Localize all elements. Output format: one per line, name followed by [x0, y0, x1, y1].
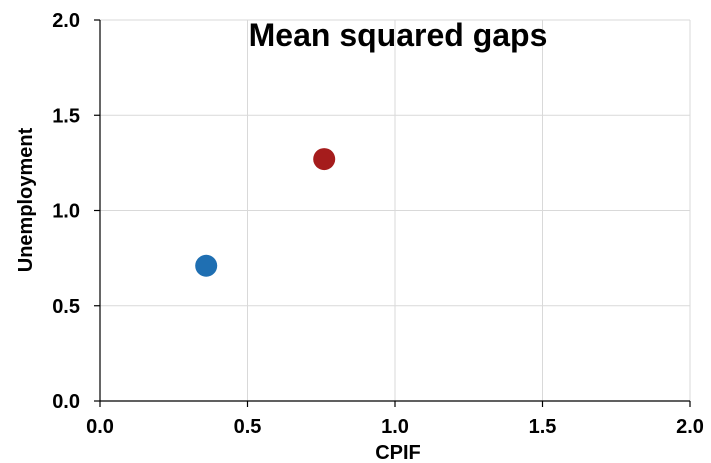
grid	[100, 19, 691, 401]
x-tick-label: 1.5	[529, 416, 557, 438]
x-tick-label: 2.0	[676, 416, 704, 438]
x-axis-label: CPIF	[375, 442, 421, 463]
x-tick-label: 0.0	[86, 416, 114, 438]
y-tick-label: 1.0	[52, 201, 80, 223]
x-tick-labels: 0.0 0.5 1.0 1.5 2.0	[86, 401, 704, 438]
y-tick-label: 0.5	[52, 296, 80, 318]
chart-title: Mean squared gaps	[249, 17, 548, 53]
y-tick-label: 0.0	[52, 391, 80, 413]
y-tick-labels: 0.0 0.5 1.0 1.5 2.0	[52, 10, 100, 413]
x-tick-label: 1.0	[381, 416, 409, 438]
y-axis-label: Unemployment	[15, 127, 37, 272]
data-point-2	[313, 148, 336, 171]
y-tick-label: 1.5	[52, 105, 80, 127]
x-tick-label: 0.5	[234, 416, 262, 438]
data-points	[195, 148, 336, 277]
data-point-1	[195, 254, 218, 277]
y-tick-label: 2.0	[52, 10, 80, 32]
